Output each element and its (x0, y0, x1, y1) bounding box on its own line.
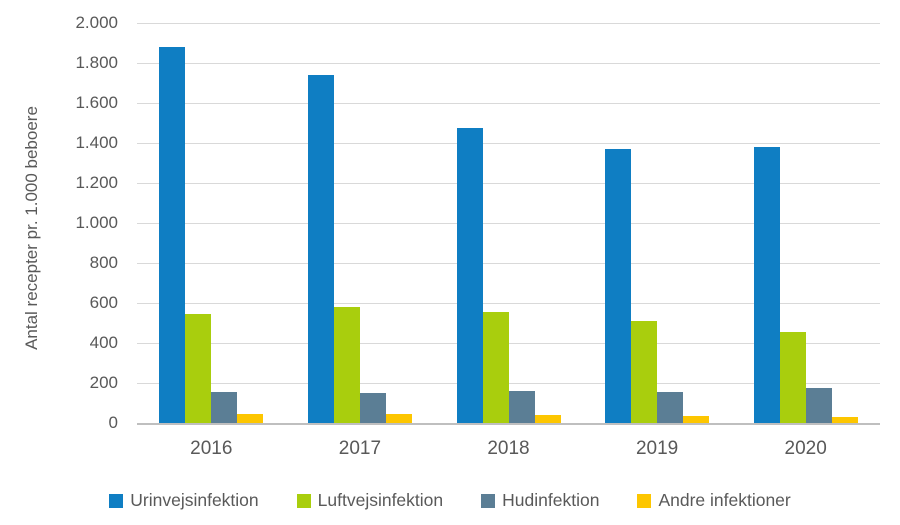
bar-andre-infektioner-2020 (831, 417, 858, 423)
legend-item-luftvejsinfektion: Luftvejsinfektion (296, 490, 444, 511)
bar-andre-infektioner-2016 (237, 414, 264, 423)
gridline (137, 143, 880, 144)
legend-swatch-icon (109, 493, 124, 508)
bar-luftvejsinfektion-2020 (779, 332, 806, 423)
bar-luftvejsinfektion-2016 (185, 314, 212, 423)
y-tick-label: 1.000 (75, 213, 118, 232)
bar-urinvejsinfektion-2016 (159, 47, 186, 423)
y-tick-label: 800 (89, 253, 118, 272)
gridline (137, 343, 880, 344)
bar-luftvejsinfektion-2019 (631, 321, 658, 423)
y-tick-label: 1.400 (75, 133, 118, 152)
legend-swatch-icon (296, 493, 311, 508)
y-tick-label: 400 (89, 333, 118, 352)
x-tick-label-2017: 2017 (338, 438, 382, 459)
x-tick-label-2020: 2020 (784, 438, 827, 459)
bar-andre-infektioner-2017 (385, 414, 412, 423)
x-tick-label-2016: 2016 (190, 438, 233, 459)
legend-item-andre-infektioner: Andre infektioner (637, 490, 791, 511)
y-tick-label: 2.000 (75, 13, 118, 32)
bar-urinvejsinfektion-2017 (307, 75, 334, 423)
legend-swatch-icon (637, 493, 652, 508)
x-tick-label-2018: 2018 (487, 438, 530, 459)
bar-luftvejsinfektion-2017 (333, 307, 360, 423)
gridline (137, 103, 880, 104)
bar-hudinfektion-2017 (359, 393, 386, 423)
bar-hudinfektion-2020 (805, 388, 832, 423)
y-tick-label: 0 (108, 413, 118, 432)
y-tick-label: 1.200 (75, 173, 118, 192)
bar-urinvejsinfektion-2019 (605, 149, 632, 423)
plot-area (137, 23, 880, 425)
bar-hudinfektion-2019 (657, 392, 684, 423)
bar-andre-infektioner-2018 (534, 415, 561, 423)
x-tick-label-2019: 2019 (635, 438, 679, 459)
y-axis-title: Antal recepter pr. 1.000 beboere (22, 106, 41, 350)
gridline (137, 383, 880, 384)
x-axis-line (137, 423, 880, 425)
bar-urinvejsinfektion-2020 (753, 147, 780, 423)
gridline (137, 183, 880, 184)
bar-hudinfektion-2016 (211, 392, 238, 423)
legend-label: Luftvejsinfektion (317, 490, 444, 510)
legend-item-urinvejsinfektion: Urinvejsinfektion (109, 490, 259, 511)
legend-label: Hudinfektion (502, 490, 600, 510)
legend-label: Urinvejsinfektion (130, 490, 259, 510)
bar-andre-infektioner-2019 (683, 416, 710, 423)
legend-item-hudinfektion: Hudinfektion (481, 490, 599, 511)
y-tick-label: 200 (89, 373, 118, 392)
y-tick-label: 1.600 (75, 93, 118, 112)
gridline (137, 303, 880, 304)
legend-label: Andre infektioner (658, 490, 791, 510)
y-tick-label: 1.800 (75, 53, 118, 72)
gridline (137, 63, 880, 64)
bar-luftvejsinfektion-2018 (482, 312, 509, 423)
gridline (137, 23, 880, 24)
gridline (137, 263, 880, 264)
legend: Urinvejsinfektion Luftvejsinfektion Hudinf… (0, 490, 900, 511)
legend-swatch-icon (481, 493, 496, 508)
y-tick-label: 600 (89, 293, 118, 312)
bar-hudinfektion-2018 (508, 391, 535, 423)
bar-urinvejsinfektion-2018 (456, 128, 483, 423)
gridline (137, 223, 880, 224)
